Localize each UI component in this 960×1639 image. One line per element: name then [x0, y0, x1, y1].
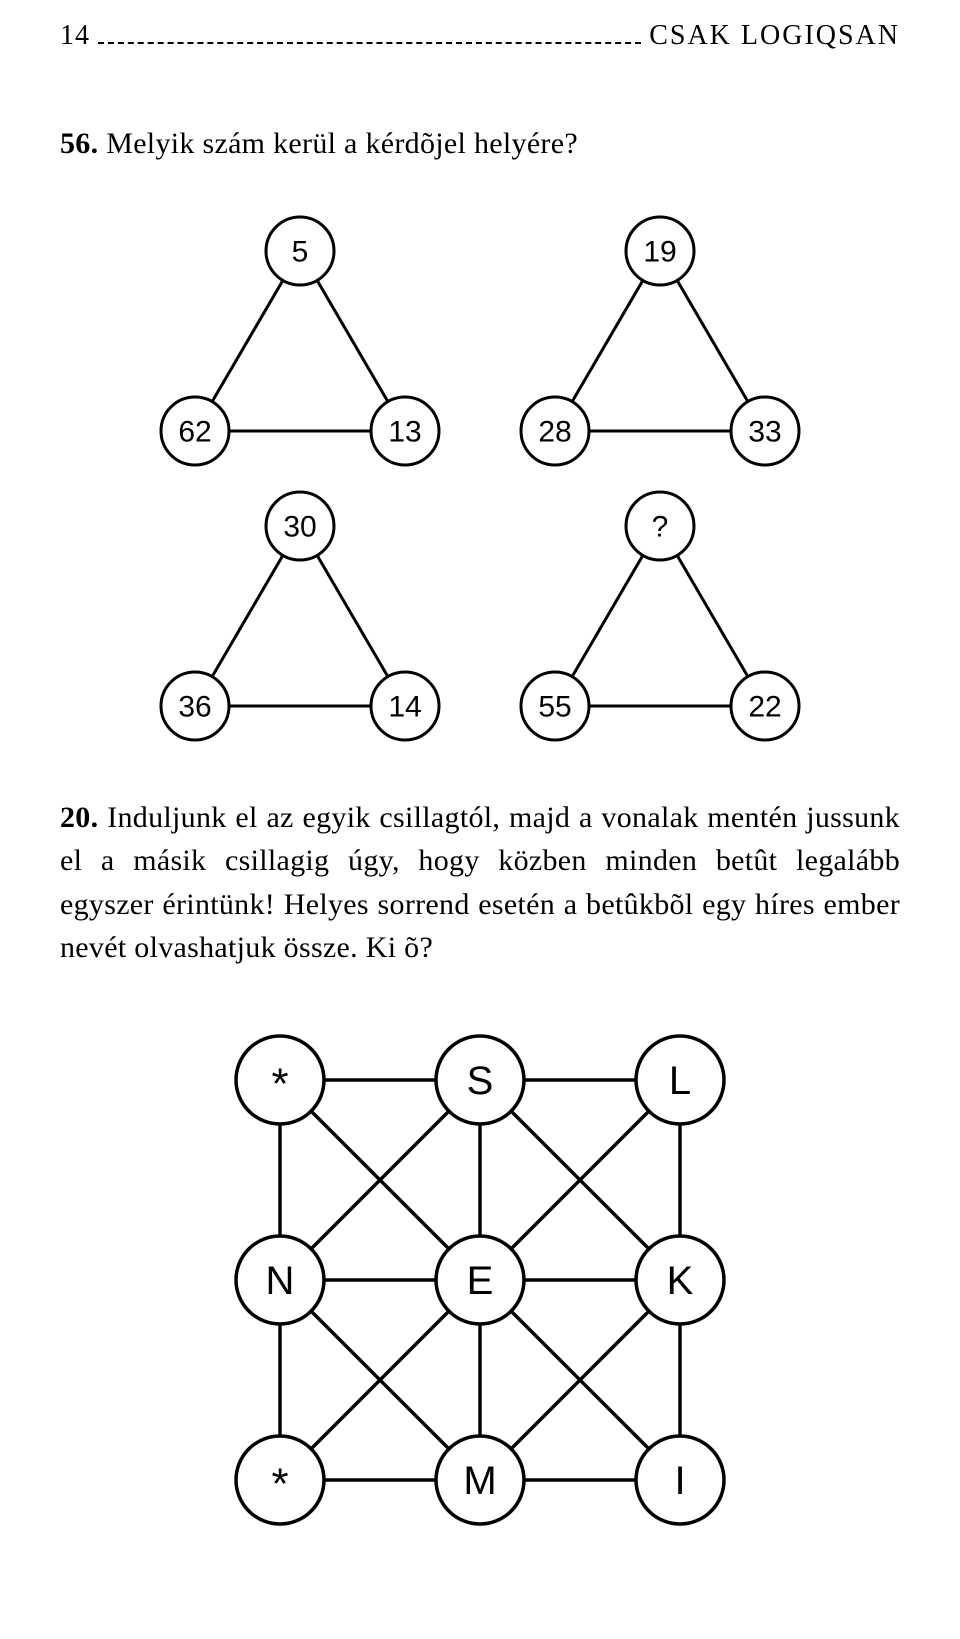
graph-node-label: 22 — [748, 690, 781, 723]
graph-node-label: 14 — [388, 690, 421, 723]
q20-graph: * S L N E K * M I — [200, 1000, 760, 1560]
question-20: 20. Induljunk el az egyik csillagtól, ma… — [60, 796, 900, 1560]
header-title: CSAK LOGIQSAN — [649, 20, 900, 52]
question-56: 56. Melyik szám kerül a kérdõjel helyére… — [60, 122, 900, 756]
graph-node-label: * — [271, 1459, 288, 1508]
graph-node-label: 5 — [292, 235, 309, 268]
graph-node-label: 13 — [388, 415, 421, 448]
page-number: 14 — [60, 20, 90, 52]
graph-node-label: N — [266, 1259, 295, 1303]
graph-node-label: 33 — [748, 415, 781, 448]
graph-edge — [212, 555, 283, 676]
graph-node-label: ? — [652, 510, 669, 543]
page-header: 14 CSAK LOGIQSAN — [0, 0, 960, 52]
page-root: 14 CSAK LOGIQSAN 56. Melyik szám kerül a… — [0, 0, 960, 1600]
q56-number: 56. — [60, 127, 98, 160]
graph-edge — [572, 555, 643, 676]
graph-node-label: S — [467, 1059, 494, 1103]
graph-edge — [317, 555, 388, 676]
graph-edge — [572, 280, 643, 401]
graph-node-label: 19 — [643, 235, 676, 268]
graph-node-label: L — [669, 1059, 691, 1103]
graph-node-label: K — [667, 1259, 694, 1303]
q56-figure-wrap: 5 62 13 19 28 33 30 36 14? 55 22 — [60, 196, 900, 756]
graph-edge — [677, 555, 748, 676]
graph-node-label: 55 — [538, 690, 571, 723]
graph-node-label: E — [467, 1259, 494, 1303]
q20-number: 20. — [60, 801, 98, 834]
graph-edge — [317, 280, 388, 401]
graph-edge — [212, 280, 283, 401]
graph-node-label: 30 — [283, 510, 316, 543]
page-body: 56. Melyik szám kerül a kérdõjel helyére… — [0, 52, 960, 1600]
graph-node-label: I — [674, 1459, 685, 1503]
q20-prompt: Induljunk el az egyik csillagtól, majd a… — [60, 801, 900, 965]
q56-text: 56. Melyik szám kerül a kérdõjel helyére… — [60, 122, 900, 166]
q20-graph-wrap: * S L N E K * M I — [60, 1000, 900, 1560]
graph-node-label: M — [463, 1459, 496, 1503]
q20-text: 20. Induljunk el az egyik csillagtól, ma… — [60, 796, 900, 970]
graph-node-label: 36 — [178, 690, 211, 723]
q56-figure: 5 62 13 19 28 33 30 36 14? 55 22 — [125, 196, 835, 756]
header-dashes — [98, 41, 641, 44]
q56-prompt: Melyik szám kerül a kérdõjel helyére? — [106, 127, 578, 160]
graph-edge — [677, 280, 748, 401]
graph-node-label: 62 — [178, 415, 211, 448]
graph-node-label: 28 — [538, 415, 571, 448]
graph-node-label: * — [271, 1059, 288, 1108]
